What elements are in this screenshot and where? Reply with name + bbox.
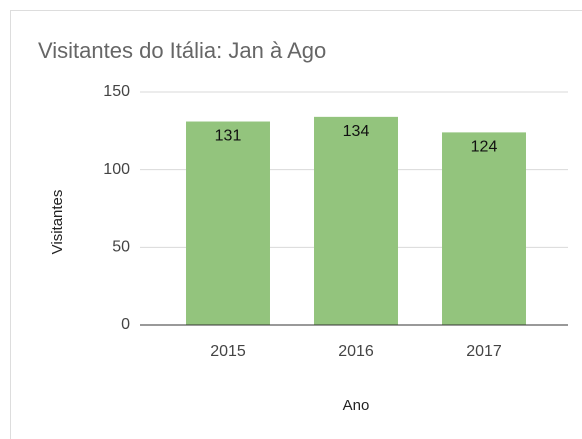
y-tick-label: 150 [103,83,130,100]
bar [442,132,526,325]
x-tick-label: 2015 [210,343,246,360]
x-tick-label: 2016 [338,343,374,360]
data-label: 134 [343,123,370,140]
y-tick-label: 100 [103,161,130,178]
y-tick-label: 50 [112,239,130,256]
data-label: 131 [215,128,242,145]
x-axis-label: Ano [343,397,370,414]
chart-title: Visitantes do Itália: Jan à Ago [38,38,326,63]
y-axis-label: Visitantes [49,190,66,255]
data-label: 124 [471,139,498,156]
x-tick-label: 2017 [466,343,502,360]
bar [186,121,270,325]
bar [314,116,398,325]
card-border [10,10,582,439]
y-tick-label: 0 [121,316,130,333]
